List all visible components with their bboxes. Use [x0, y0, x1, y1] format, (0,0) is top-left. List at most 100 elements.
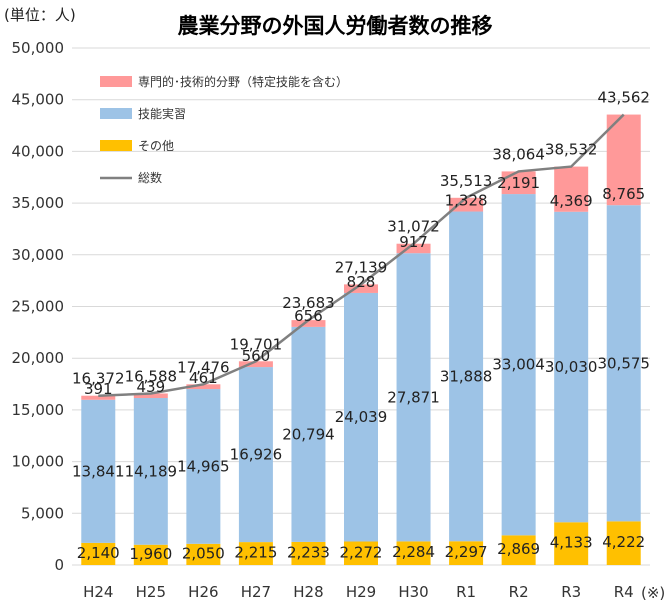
bar-segment	[449, 541, 484, 565]
y-tick-label: 10,000	[12, 453, 65, 471]
data-label: 2,284	[392, 543, 435, 561]
bar-segment	[501, 535, 536, 565]
x-tick-label: H28	[293, 583, 323, 601]
x-tick-label: H26	[188, 583, 218, 601]
bar-segment	[606, 205, 641, 522]
data-label: 461	[189, 369, 218, 387]
y-axis: 0 5,000 10,000 15,000 20,000 25,000 30,000 35,0…	[12, 39, 65, 574]
legend-swatch	[100, 108, 132, 119]
bar-segment	[344, 541, 378, 565]
bar-segment	[344, 284, 378, 293]
data-label: 30,575	[597, 354, 650, 372]
bar-segment	[554, 166, 589, 212]
bar-segment	[81, 542, 116, 565]
bar-segment	[186, 384, 221, 390]
legend-label: 総数	[138, 170, 162, 185]
data-label: 30,030	[545, 358, 598, 376]
data-label: 391	[84, 380, 113, 398]
legend-label: 技能実習	[138, 106, 186, 121]
legend-swatch	[100, 76, 132, 87]
total-label: 43,562	[597, 89, 650, 107]
y-tick-label: 20,000	[12, 349, 65, 367]
data-label: 13,841	[72, 462, 125, 480]
data-label: 8,765	[602, 185, 645, 203]
bar-segment	[186, 543, 221, 565]
total-label: 38,532	[545, 141, 598, 159]
data-label: 2,297	[445, 543, 488, 561]
bar-segment	[81, 395, 116, 400]
y-tick-label: 5,000	[21, 504, 64, 522]
y-tick-label: 45,000	[12, 91, 65, 109]
data-label: 31,888	[440, 367, 493, 385]
bar-segment	[291, 541, 326, 565]
total-label: 31,072	[387, 218, 440, 236]
data-label: 4,133	[550, 534, 593, 552]
data-label: 2,191	[497, 174, 540, 192]
bar-segment	[133, 393, 168, 399]
x-tick-label: H25	[136, 583, 166, 601]
bar-segment	[554, 522, 589, 565]
data-label: 2,140	[77, 544, 120, 562]
data-label: 2,869	[497, 540, 540, 558]
total-line	[98, 113, 625, 397]
total-series-line	[98, 113, 625, 397]
y-tick-label: 30,000	[12, 246, 65, 264]
data-label: 1,328	[445, 192, 488, 210]
data-label: 2,215	[234, 544, 277, 562]
footnote-mark: (※)	[641, 584, 665, 602]
y-tick-label: 0	[54, 556, 64, 574]
data-label: 439	[136, 378, 165, 396]
bar-segment	[133, 544, 168, 565]
legend-swatch	[100, 140, 132, 151]
data-label: 24,039	[335, 408, 388, 426]
x-tick-label: H30	[398, 583, 428, 601]
bar-segment	[186, 389, 221, 544]
bar-segment	[291, 326, 326, 542]
data-label: 828	[347, 273, 376, 291]
total-label: 23,683	[282, 294, 335, 312]
total-label: 16,372	[72, 370, 125, 388]
total-label: 19,701	[230, 335, 283, 353]
bar-segment	[291, 320, 326, 327]
data-label: 4,222	[602, 533, 645, 551]
x-tick-label: H27	[241, 583, 271, 601]
x-tick-label: H24	[83, 583, 113, 601]
bar-segment	[81, 399, 116, 543]
data-label: 27,871	[387, 388, 440, 406]
data-labels: 2,140 13,841 391 1,960 14,189 439 2,050 14,965 4…	[72, 89, 650, 563]
data-label: 656	[294, 307, 323, 325]
y-tick-label: 35,000	[12, 194, 65, 212]
bar-segment	[554, 211, 589, 523]
total-label: 35,513	[440, 172, 493, 190]
y-tick-label: 50,000	[12, 39, 65, 57]
total-label: 27,139	[335, 258, 388, 276]
legend-label: 専門的･技術的分野（特定技能を含む）	[138, 74, 348, 89]
data-label: 4,369	[550, 192, 593, 210]
bar-segment	[238, 542, 273, 565]
bar-segment	[344, 292, 378, 542]
bar-segment	[396, 541, 431, 565]
data-label: 2,050	[182, 544, 225, 562]
total-label: 38,064	[492, 145, 545, 163]
total-label: 17,476	[177, 358, 230, 376]
data-label: 917	[399, 233, 428, 251]
data-label: 14,189	[125, 462, 178, 480]
x-tick-label: H29	[346, 583, 376, 601]
chart-title: 農業分野の外国人労働者数の推移	[178, 14, 493, 38]
bar-segment	[501, 194, 536, 536]
data-label: 560	[242, 347, 271, 365]
bar-segment	[238, 361, 273, 368]
x-tick-label: R4	[614, 583, 634, 601]
data-label: 33,004	[492, 356, 545, 374]
bars	[81, 114, 641, 565]
x-tick-label: R3	[561, 583, 581, 601]
bar-segment	[396, 253, 431, 542]
data-label: 2,233	[287, 543, 330, 561]
x-tick-label: R2	[509, 583, 529, 601]
bar-segment	[606, 114, 641, 206]
bar-segment	[133, 398, 168, 545]
data-label: 2,272	[340, 543, 383, 561]
total-label: 16,588	[125, 367, 178, 385]
legend-label: その他	[138, 139, 174, 153]
